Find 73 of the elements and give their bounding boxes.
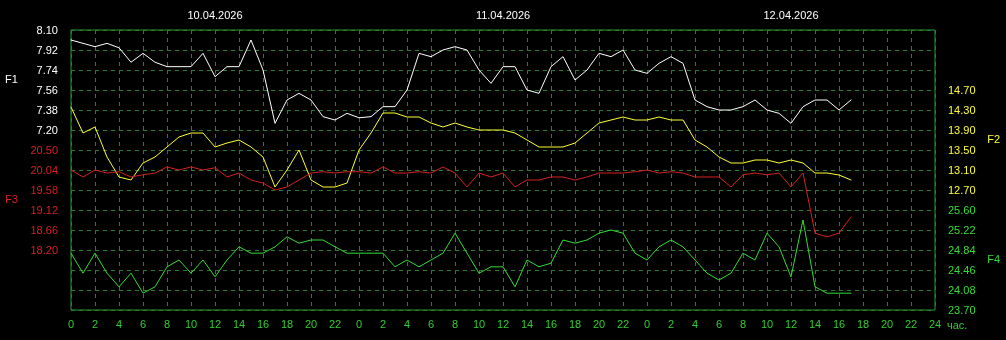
text: 12.04.2026 [763, 8, 819, 21]
x-tick-label: 0 [355, 317, 363, 330]
x-axis-title: час. [947, 318, 968, 331]
x-tick-label: 0 [67, 317, 75, 330]
y-tick-label: 7.56 [36, 84, 58, 96]
y2-tick-label: 24.84 [948, 244, 976, 256]
line-series [70, 106, 852, 188]
y2-axis-title: F2 [987, 132, 1001, 145]
x-tick-label: 22 [616, 317, 630, 330]
y-tick-label: 7.92 [36, 44, 58, 56]
x-tick-label: 8 [739, 317, 747, 330]
y2-tick-label: 14.70 [948, 84, 976, 96]
y-tick-label: 7.38 [36, 104, 58, 116]
x-tick-label: 10 [184, 317, 198, 330]
x-tick-label: 10 [472, 317, 486, 330]
x-tick-label: 16 [256, 317, 270, 330]
y-axis-title: F1 [5, 72, 18, 85]
x-tick-label: 22 [904, 317, 918, 330]
y-tick-label: 19.58 [30, 184, 58, 196]
x-tick-label: 6 [715, 317, 723, 330]
x-tick-label: 12 [784, 317, 798, 330]
x-tick-label: 14 [520, 317, 534, 330]
x-tick-label: 14 [232, 317, 246, 330]
y-tick-label: 20.04 [30, 164, 58, 176]
y-tick-label: 7.20 [36, 124, 58, 136]
y-axis-title: F3 [5, 192, 18, 205]
x-tick-label: 2 [667, 317, 675, 330]
y-tick-label: 20.50 [30, 144, 58, 156]
line-series [70, 166, 852, 238]
x-tick-label: 4 [403, 317, 411, 330]
y-tick-label: 18.66 [30, 224, 58, 236]
y2-tick-label: 24.46 [948, 264, 976, 276]
x-tick-label: 14 [808, 317, 822, 330]
x-tick-label: 4 [691, 317, 699, 330]
x-tick-label: 12 [208, 317, 222, 330]
x-tick-label: 8 [163, 317, 171, 330]
x-tick-label: 18 [280, 317, 294, 330]
y-tick-label: 7.74 [36, 64, 58, 76]
y2-tick-label: 25.22 [948, 224, 976, 236]
y-tick-label: 19.12 [30, 204, 58, 216]
x-tick-label: 20 [592, 317, 606, 330]
line-series [70, 219, 852, 294]
x-tick-label: 0 [643, 317, 651, 330]
x-tick-label: 8 [451, 317, 459, 330]
x-tick-label: 16 [544, 317, 558, 330]
x-tick-label: 18 [856, 317, 870, 330]
y-tick-label: 8.10 [36, 24, 58, 36]
y2-axis-title: F4 [987, 252, 1001, 265]
y2-tick-label: 23.70 [948, 304, 976, 316]
x-tick-label: 18 [568, 317, 582, 330]
x-tick-label: 12 [496, 317, 510, 330]
y2-tick-label: 13.90 [948, 124, 976, 136]
x-tick-label: 6 [139, 317, 147, 330]
line-series [70, 39, 852, 124]
x-tick-label: 2 [91, 317, 99, 330]
y-tick-label: 18.20 [30, 244, 58, 256]
y2-tick-label: 14.30 [948, 104, 976, 116]
x-tick-label: 22 [328, 317, 342, 330]
x-tick-label: 20 [880, 317, 894, 330]
x-tick-label: 4 [115, 317, 123, 330]
text: 10.04.2026 [187, 8, 243, 21]
y2-tick-label: 13.10 [948, 164, 976, 176]
x-tick-label: 16 [832, 317, 846, 330]
y2-tick-label: 24.08 [948, 284, 976, 296]
x-tick-label: 10 [760, 317, 774, 330]
x-tick-label: 20 [304, 317, 318, 330]
y2-tick-label: 13.50 [948, 144, 976, 156]
text: 11.04.2026 [475, 8, 531, 21]
x-tick-label: 24 [928, 317, 942, 330]
x-tick-label: 6 [427, 317, 435, 330]
y2-tick-label: 12.70 [948, 184, 976, 196]
y2-tick-label: 25.60 [948, 204, 976, 216]
x-tick-label: 2 [379, 317, 387, 330]
